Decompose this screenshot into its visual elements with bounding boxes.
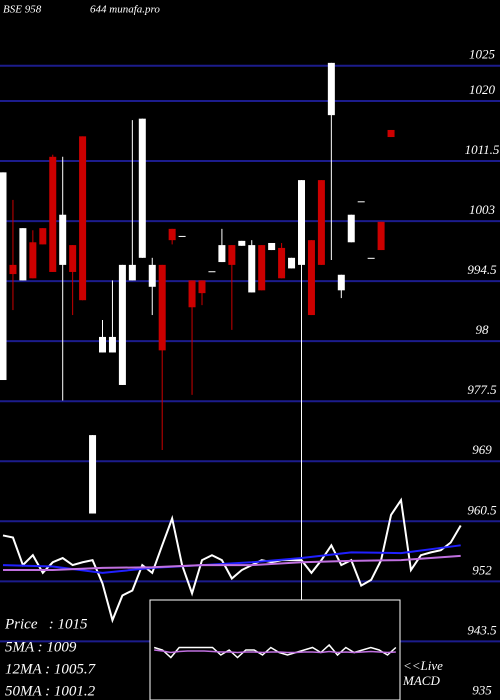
- candle-body: [178, 235, 186, 237]
- candle-body: [228, 245, 236, 265]
- y-tick-label: 1011.5: [465, 142, 500, 157]
- candle-body: [19, 228, 27, 281]
- candle-body: [298, 180, 305, 265]
- candle-body: [168, 228, 176, 241]
- candle-body: [198, 280, 206, 294]
- macd-line: [154, 649, 396, 654]
- candle-body: [158, 264, 166, 351]
- chart-subtitle: 644 munafa.pro: [90, 4, 160, 16]
- chart-title: BSE 958: [3, 4, 42, 16]
- candle-body: [288, 257, 296, 269]
- candle-body: [337, 274, 345, 291]
- candle-body: [367, 257, 375, 259]
- indicator-lines: [2, 497, 462, 624]
- y-tick-label: 98: [476, 322, 490, 337]
- macd-label: MACD: [402, 673, 440, 688]
- candle-body: [188, 280, 196, 308]
- stat-price: Price : 1015: [4, 616, 88, 632]
- stat-12ma: 12MA : 1005.7: [5, 661, 97, 677]
- y-tick-label: 960.5: [467, 502, 497, 517]
- candle-body: [317, 180, 325, 265]
- stat-5ma: 5MA : 1009: [5, 639, 77, 655]
- candle-body: [9, 264, 17, 275]
- candle-body: [307, 240, 315, 316]
- y-tick-label: 1025: [469, 47, 496, 62]
- candle-body: [118, 264, 126, 385]
- labels: 1025 1020 1011.5 1003 994.5 98 977.5 969 960.5 95…: [465, 47, 500, 698]
- candle-body: [89, 435, 97, 514]
- y-tick-label: 1020: [469, 82, 496, 97]
- indicator-line: [2, 497, 462, 624]
- candle-body: [99, 336, 106, 353]
- candle-body: [387, 129, 395, 138]
- y-tick-label: 977.5: [467, 382, 497, 397]
- candle-body: [128, 264, 136, 281]
- y-tick-label: 969: [472, 442, 492, 457]
- candle-body: [108, 336, 116, 353]
- candles: [0, 62, 395, 601]
- stat-50ma: 50MA : 1001.2: [5, 683, 96, 699]
- y-tick-label: 952: [472, 562, 492, 577]
- candle-body: [268, 242, 276, 251]
- candle-body: [357, 201, 365, 203]
- candle-body: [258, 245, 266, 291]
- candle-body: [0, 172, 7, 381]
- macd-lines: [153, 643, 397, 659]
- live-label: <<Live: [403, 658, 443, 673]
- candle-body: [49, 156, 57, 272]
- candle-body: [148, 264, 156, 287]
- candle-body: [79, 136, 87, 301]
- candle-body: [69, 245, 77, 272]
- y-tick-label: 1003: [469, 202, 496, 217]
- candle-body: [39, 228, 47, 245]
- candle-body: [327, 62, 335, 116]
- candle-body: [278, 247, 286, 279]
- y-tick-label: 943.5: [467, 622, 497, 637]
- candle-body: [29, 242, 37, 279]
- candle-body: [59, 214, 67, 265]
- y-tick-label: 994.5: [467, 262, 497, 277]
- candle-body: [377, 221, 385, 251]
- indicator-line: [3, 554, 461, 572]
- candle-body: [208, 271, 216, 273]
- candle-body: [138, 118, 146, 258]
- candle-body: [248, 245, 256, 293]
- candle-body: [347, 214, 355, 243]
- candle-body: [238, 240, 246, 246]
- y-tick-label: 935: [472, 682, 492, 697]
- candle-body: [218, 245, 226, 263]
